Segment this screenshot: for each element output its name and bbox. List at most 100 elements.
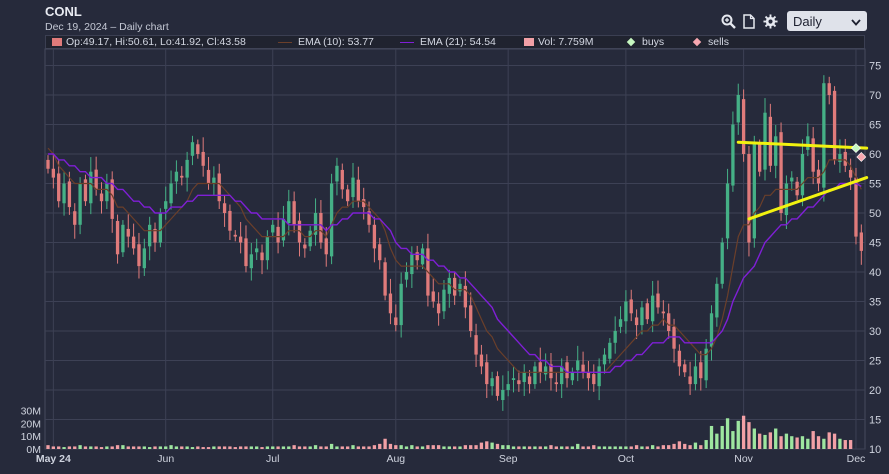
candle-body <box>222 203 227 213</box>
candle-body <box>779 132 783 213</box>
volume-bar <box>67 446 72 449</box>
volume-bar <box>410 445 414 449</box>
volume-bar <box>185 446 189 449</box>
candle-body <box>715 283 719 318</box>
volume-bar <box>244 446 248 449</box>
candle-body <box>634 317 639 326</box>
volume-bar <box>570 446 575 449</box>
trendline <box>747 176 869 221</box>
volume-bar <box>816 436 821 449</box>
volume-bar <box>281 446 286 449</box>
volume-bar <box>720 425 724 449</box>
interval-select-value: Daily <box>793 13 822 29</box>
candle-body <box>142 248 146 269</box>
candle-body <box>533 366 537 385</box>
candle-body <box>495 376 500 396</box>
volume-bar <box>784 433 789 449</box>
volume-bar <box>848 440 853 449</box>
y-axis-tick-label: 50 <box>869 208 881 220</box>
volume-bar <box>704 440 708 449</box>
candle-body <box>570 372 575 381</box>
volume-bar <box>608 446 612 449</box>
volume-bar <box>747 422 751 449</box>
gear-icon[interactable] <box>762 13 778 29</box>
volume-bar <box>169 445 173 449</box>
candle-body <box>378 244 382 261</box>
volume-bar <box>287 446 291 449</box>
candle-body <box>458 283 462 292</box>
volume-bar <box>592 445 596 449</box>
document-icon[interactable] <box>741 13 757 29</box>
candle-body <box>212 177 216 184</box>
candle-body <box>822 83 826 188</box>
volume-bar <box>158 446 163 449</box>
volume-bar <box>238 446 243 449</box>
candle-body <box>196 144 200 154</box>
candle-body <box>624 301 628 322</box>
candle-body <box>137 244 141 267</box>
candle-body <box>506 384 510 390</box>
volume-bar <box>426 445 430 449</box>
candle-body <box>46 159 50 169</box>
legend-volume-text: Vol: 7.759M <box>538 36 594 48</box>
volume-bar <box>779 436 783 449</box>
candle-body <box>394 317 398 326</box>
chart-symbol: CONL <box>45 4 82 19</box>
volume-bar <box>442 446 446 449</box>
chart-subtitle: Dec 19, 2024 – Daily chart <box>45 21 169 33</box>
candle-body <box>731 124 735 186</box>
candle-body <box>105 183 109 202</box>
candle-body <box>383 262 387 296</box>
legend-ema10: EMA (10): 53.77 <box>278 36 374 48</box>
volume-bar <box>506 445 510 449</box>
candle-body <box>276 226 280 243</box>
volume-bar <box>629 446 633 449</box>
candle-body <box>388 293 393 314</box>
candle-body <box>656 293 660 308</box>
candle-body <box>169 183 173 204</box>
candle-body <box>677 350 682 367</box>
candle-body <box>99 193 104 202</box>
candle-body <box>565 362 569 379</box>
volume-bar <box>121 445 125 449</box>
legend-buys-text: buys <box>642 36 665 48</box>
zoom-icon[interactable] <box>720 13 736 29</box>
volume-bar <box>174 446 179 449</box>
volume-bar <box>469 445 473 449</box>
volume-bar <box>656 446 660 449</box>
volume-bar <box>137 446 141 449</box>
y-axis-tick-label: 55 <box>869 179 881 191</box>
volume-bar <box>180 446 184 449</box>
candle-body <box>741 99 746 154</box>
candle-body <box>538 362 542 373</box>
volume-bar <box>581 446 585 449</box>
volume-bar <box>415 446 419 449</box>
volume-bar <box>164 446 168 449</box>
candle-body <box>650 295 655 322</box>
volume-bar <box>308 446 312 449</box>
ema10-line <box>47 147 862 373</box>
volume-bar <box>356 446 361 449</box>
candle-body <box>308 230 312 247</box>
interval-select[interactable]: Daily <box>787 11 867 31</box>
candle-body <box>121 224 125 253</box>
candle-body <box>351 177 355 198</box>
volume-bar <box>51 446 56 449</box>
candle-body <box>158 213 163 243</box>
volume-bar <box>303 446 307 449</box>
volume-bar <box>741 415 746 449</box>
volume-bar <box>57 446 61 449</box>
candle-body <box>131 236 136 249</box>
candle-body <box>517 380 521 385</box>
volume-bar <box>560 446 564 449</box>
volume-bar <box>624 446 628 449</box>
y-axis-tick-label: 40 <box>869 267 881 279</box>
candle-body <box>661 311 666 314</box>
candle-body <box>613 331 617 343</box>
candle-body <box>345 189 350 202</box>
candle-body <box>479 354 484 367</box>
volume-bar <box>351 445 355 449</box>
trendline <box>736 140 869 150</box>
volume-bar <box>688 445 692 449</box>
